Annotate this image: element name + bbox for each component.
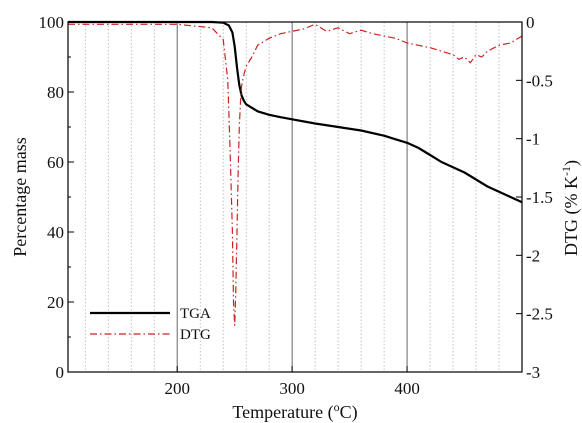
series-line-dtg: [68, 23, 523, 326]
gridlines: [84, 22, 500, 372]
tick-labels: 200 300 400 0 20 40 60 80 100 0 -0.5 -1 -1.5 -2 -2.5 -3: [39, 13, 553, 398]
y-axis-title: Percentage mass: [10, 137, 30, 256]
y2-axis-title-text: DTG (% K: [561, 176, 582, 256]
y2-tick-label: -2: [526, 246, 540, 265]
y2-tick-label: -2.5: [526, 305, 553, 324]
y2-tick-label: 0: [526, 13, 535, 32]
y-tick-label: 100: [39, 13, 65, 32]
legend-label-dtg: DTG: [180, 327, 211, 343]
y2-axis-title-sup: -1: [559, 166, 573, 176]
x-axis-title-text: Temperature (: [232, 402, 333, 423]
legend: TGA DTG: [90, 306, 211, 343]
x-axis-title: Temperature (oC): [232, 400, 357, 423]
x-axis-title-tail: C): [340, 402, 358, 423]
y2-axis-title-tail: ): [561, 160, 582, 166]
plot-frame: [67, 21, 523, 373]
y2-tick-label: -0.5: [526, 71, 553, 90]
y-tick-label: 0: [56, 363, 65, 382]
x-axis-title-sup: o: [334, 400, 340, 414]
y2-axis-title: DTG (% K-1): [559, 160, 582, 256]
y-tick-label: 40: [47, 223, 64, 242]
series-line-tga: [68, 20, 523, 204]
x-tick-label: 300: [279, 379, 305, 398]
legend-label-tga: TGA: [180, 306, 211, 322]
y-tick-label: 20: [47, 293, 64, 312]
axis-ticks: [68, 21, 522, 373]
y-tick-label: 80: [47, 83, 64, 102]
x-tick-label: 400: [394, 379, 420, 398]
y2-tick-label: -3: [526, 363, 540, 382]
y2-tick-label: -1.5: [526, 188, 553, 207]
y2-tick-label: -1: [526, 130, 540, 149]
x-tick-label: 200: [164, 379, 190, 398]
data-series: [68, 20, 523, 326]
y-tick-label: 60: [47, 153, 64, 172]
